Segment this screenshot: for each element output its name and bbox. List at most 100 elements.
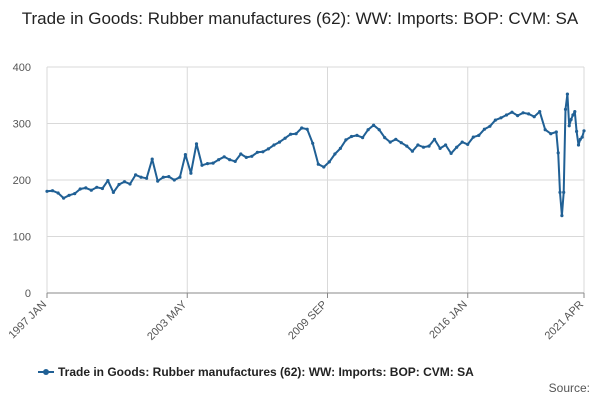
data-point [410, 149, 414, 153]
data-point [178, 175, 182, 179]
data-point [521, 111, 525, 115]
data-point [516, 114, 520, 118]
data-point [405, 144, 409, 148]
x-tick-label: 1997 JAN [6, 299, 49, 342]
data-point [504, 113, 509, 117]
data-point [255, 150, 259, 154]
data-point [569, 117, 573, 122]
data-point [283, 136, 287, 140]
data-point [145, 176, 149, 180]
data-point [89, 188, 93, 192]
data-point [233, 159, 237, 163]
y-tick-label: 0 [25, 288, 31, 300]
data-point [580, 135, 584, 139]
data-point [222, 155, 226, 159]
data-point [388, 140, 392, 144]
x-tick-label: 2003 MAY [145, 298, 190, 343]
data-point [399, 141, 403, 145]
data-point [156, 179, 160, 183]
data-point [45, 189, 49, 193]
legend: Trade in Goods: Rubber manufactures (62)… [38, 365, 474, 379]
data-point [567, 124, 571, 128]
data-point [172, 178, 176, 182]
data-point [333, 152, 337, 156]
source-label: Source: [548, 381, 590, 395]
data-point [244, 155, 248, 159]
data-point [338, 146, 342, 150]
data-point [117, 182, 121, 187]
data-point [576, 143, 581, 147]
data-point [355, 133, 359, 137]
data-point [150, 157, 154, 161]
data-point [316, 162, 320, 166]
x-tick-label: 2009 SEP [286, 299, 330, 343]
data-point [106, 179, 110, 183]
data-point [349, 134, 354, 139]
data-point [95, 185, 99, 189]
data-point [554, 130, 558, 134]
axes: 0 100 200 300 400 1997 JAN 2003 MAY 2009 SEP 201… [6, 62, 586, 343]
data-point [289, 132, 293, 136]
series-layer [45, 92, 586, 218]
data-point [394, 137, 398, 141]
data-point [449, 151, 453, 155]
data-point [565, 92, 570, 96]
data-point [477, 133, 481, 137]
data-point [122, 180, 127, 184]
data-point [211, 161, 215, 165]
data-point [432, 137, 437, 141]
x-tick-label: 2021 APR [543, 299, 587, 343]
data-point [294, 132, 298, 136]
data-point [161, 175, 165, 179]
data-point [311, 141, 315, 145]
data-point [272, 143, 276, 147]
data-point [372, 123, 376, 127]
data-point [67, 193, 71, 197]
y-tick-label: 300 [13, 119, 31, 131]
data-point [383, 136, 387, 140]
data-point [575, 129, 579, 133]
y-tick-label: 200 [13, 175, 31, 187]
data-point [427, 144, 431, 148]
data-point [482, 127, 486, 131]
data-point [558, 190, 562, 194]
data-point [277, 140, 282, 144]
data-point [543, 128, 547, 132]
data-point [361, 136, 365, 140]
data-point [62, 196, 66, 200]
data-point [582, 129, 586, 133]
data-point [100, 186, 104, 191]
data-point [228, 158, 232, 162]
data-point [444, 143, 448, 147]
data-point [532, 115, 536, 119]
legend-label: Trade in Goods: Rubber manufactures (62)… [58, 365, 474, 379]
data-point [239, 152, 243, 156]
data-point [261, 150, 265, 154]
y-tick-label: 400 [13, 62, 31, 74]
data-point [266, 147, 270, 151]
data-point [538, 110, 542, 114]
data-point [194, 142, 199, 146]
data-point [488, 124, 492, 128]
data-point [344, 138, 348, 142]
data-point [466, 142, 470, 146]
data-point [139, 175, 143, 179]
gridlines [46, 66, 585, 294]
series-line [46, 93, 585, 217]
data-point [471, 135, 475, 139]
data-point [327, 160, 331, 164]
data-point [183, 153, 187, 157]
data-point [128, 182, 132, 186]
data-point [305, 127, 309, 131]
data-point [527, 112, 531, 116]
data-point [134, 173, 138, 177]
data-point [250, 154, 254, 158]
data-point [217, 158, 221, 162]
data-point [377, 128, 381, 132]
data-point [200, 163, 204, 167]
data-point [111, 190, 115, 194]
data-point [563, 107, 568, 111]
y-tick-label: 100 [13, 232, 31, 244]
legend-swatch-icon [38, 367, 54, 377]
